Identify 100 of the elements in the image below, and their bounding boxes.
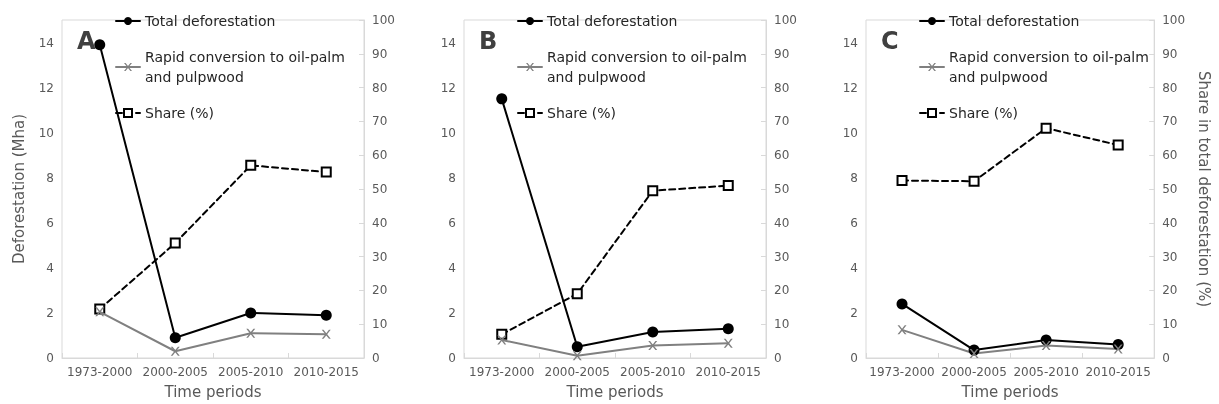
legend-label: Total deforestation: [546, 13, 678, 29]
point: [896, 298, 908, 310]
y-tick-label: 8: [46, 170, 54, 185]
x-tick-label: 2005-2010: [620, 365, 686, 379]
legend-label: Rapid conversion to oil-palm and pulpwood: [547, 49, 752, 85]
y-tick-label: 8: [850, 170, 858, 185]
x-tick-label: 1973-2000: [67, 365, 133, 379]
y-tick-label: 6: [850, 215, 858, 230]
point: [245, 307, 257, 319]
legend-label: Total deforestation: [948, 13, 1080, 29]
y-tick-label: 8: [448, 170, 456, 185]
y-tick-label: 14: [842, 35, 858, 50]
point: [1041, 341, 1051, 351]
y2-tick-label: 70: [774, 114, 790, 129]
y-tick-label: 10: [38, 125, 54, 140]
y2-tick-label: 10: [1162, 317, 1178, 332]
x-tick-label: 1973-2000: [869, 365, 935, 379]
y2-tick-label: 50: [372, 182, 388, 196]
x-tick-label: 2005-2010: [218, 365, 284, 379]
y2-tick-label: 30: [1162, 249, 1178, 264]
point: [497, 335, 507, 345]
point: [897, 325, 907, 335]
y2-tick-label: 50: [1162, 182, 1178, 196]
legend-label: Share (%): [145, 105, 215, 121]
legend-label: Rapid conversion to oil-palm and pulpwood: [949, 49, 1154, 85]
point: [1040, 122, 1052, 134]
y2-tick-label: 40: [1162, 215, 1178, 230]
point: [969, 348, 979, 358]
y-tick-label: 4: [850, 260, 858, 275]
y2-tick-label: 90: [774, 46, 790, 61]
point: [896, 175, 908, 187]
y-tick-label: 14: [440, 35, 456, 50]
y2-tick-label: 80: [372, 80, 388, 95]
y-tick-label: 0: [448, 351, 456, 365]
point: [170, 346, 180, 356]
point: [320, 309, 332, 321]
y2-tick-label: 0: [372, 351, 380, 365]
y2-tick-label: 100: [372, 13, 395, 27]
y2-tick-label: 60: [1162, 148, 1178, 163]
y-tick-label: 4: [448, 260, 456, 275]
y2-tick-label: 80: [1162, 80, 1178, 95]
y-tick-label: 6: [46, 215, 54, 230]
y2-tick-label: 100: [774, 13, 797, 27]
y2-axis-title: Share in total deforestation (%): [1194, 70, 1213, 308]
point: [169, 237, 181, 249]
point: [571, 341, 583, 353]
point: [722, 180, 734, 192]
y2-tick-label: 20: [774, 283, 790, 298]
y2-tick-label: 30: [372, 249, 388, 264]
chart-title: C: [881, 27, 899, 55]
chart-title: B: [479, 27, 498, 55]
x-axis-title: Time periods: [163, 382, 262, 401]
y2-tick-label: 10: [774, 317, 790, 332]
x-axis-title: Time periods: [960, 382, 1059, 401]
y-tick-label: 0: [850, 351, 858, 365]
legend-label: Share (%): [547, 105, 617, 121]
point: [1113, 344, 1123, 354]
point: [571, 288, 583, 300]
y2-tick-label: 0: [774, 351, 782, 365]
y2-tick-label: 90: [1162, 46, 1178, 61]
y2-tick-label: 0: [1162, 351, 1170, 365]
point: [245, 159, 257, 171]
point: [246, 328, 256, 338]
chart-title: A: [77, 27, 96, 55]
point: [572, 351, 582, 361]
legend-label: Share (%): [949, 105, 1019, 121]
y2-tick-label: 70: [372, 114, 388, 129]
point: [95, 307, 105, 317]
legend-label: Rapid conversion to oil-palm and pulpwood: [145, 49, 350, 85]
point: [722, 323, 734, 335]
point: [647, 185, 659, 197]
point: [1112, 139, 1124, 151]
y-tick-label: 6: [448, 215, 456, 230]
y2-tick-label: 60: [774, 148, 790, 163]
y-tick-label: 14: [38, 35, 54, 50]
y2-tick-label: 70: [1162, 114, 1178, 129]
legend-label: Total deforestation: [144, 13, 276, 29]
x-tick-label: 2000-2005: [941, 365, 1007, 379]
y-axis-title: Deforestation (Mha): [9, 113, 28, 265]
point: [321, 329, 331, 339]
point: [647, 326, 659, 338]
point: [169, 332, 181, 344]
x-tick-label: 2000-2005: [544, 365, 610, 379]
y-tick-label: 12: [842, 80, 858, 95]
y2-tick-label: 20: [372, 283, 388, 298]
x-tick-label: 2010-2015: [1085, 365, 1151, 379]
y-tick-label: 0: [46, 351, 54, 365]
y2-tick-label: 100: [1162, 13, 1186, 27]
point: [496, 93, 508, 105]
y-tick-label: 2: [46, 305, 54, 320]
y-tick-label: 10: [440, 125, 456, 140]
y2-tick-label: 50: [774, 182, 790, 196]
y2-tick-label: 20: [1162, 283, 1178, 298]
x-tick-label: 1973-2000: [469, 365, 535, 379]
y-tick-label: 10: [842, 125, 858, 140]
y-tick-label: 12: [38, 80, 54, 95]
y2-tick-label: 90: [372, 46, 388, 61]
y-tick-label: 2: [850, 305, 858, 320]
y2-tick-label: 40: [774, 215, 790, 230]
y2-tick-label: 60: [372, 148, 388, 163]
